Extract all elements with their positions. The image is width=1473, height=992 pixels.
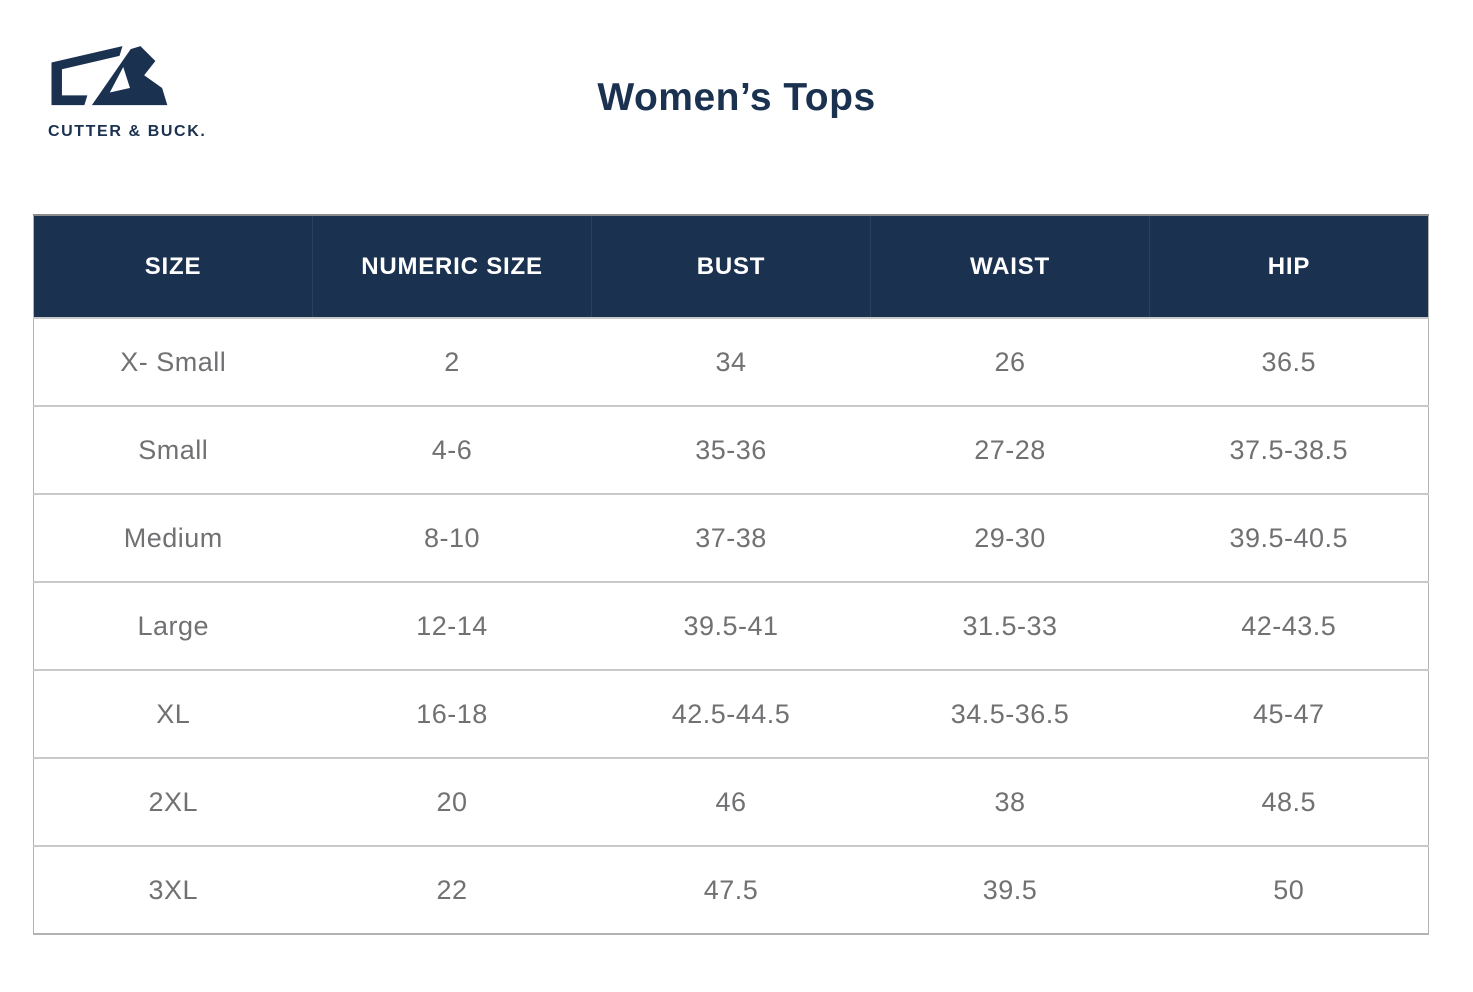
cell-bust: 42.5-44.5 <box>591 669 871 758</box>
cell-waist: 27-28 <box>870 405 1150 494</box>
cell-bust: 34 <box>591 317 871 406</box>
cell-hip: 37.5-38.5 <box>1149 405 1429 494</box>
column-header-numeric-size: NUMERIC SIZE <box>312 215 592 318</box>
table-row: Small 4-6 35-36 27-28 37.5-38.5 <box>33 405 1429 494</box>
cell-hip: 48.5 <box>1149 757 1429 846</box>
cell-waist: 26 <box>870 317 1150 406</box>
column-header-hip: HIP <box>1149 215 1429 318</box>
column-header-waist: WAIST <box>870 215 1150 318</box>
brand-logo: CUTTER & BUCK. <box>48 36 218 141</box>
cell-bust: 37-38 <box>591 493 871 582</box>
cell-waist: 34.5-36.5 <box>870 669 1150 758</box>
size-chart-table: SIZE NUMERIC SIZE BUST WAIST HIP X- Smal… <box>33 214 1429 935</box>
column-header-bust: BUST <box>591 215 871 318</box>
cell-hip: 45-47 <box>1149 669 1429 758</box>
cell-bust: 39.5-41 <box>591 581 871 670</box>
cell-hip: 50 <box>1149 845 1429 934</box>
cell-numeric-size: 12-14 <box>312 581 592 670</box>
cell-hip: 42-43.5 <box>1149 581 1429 670</box>
table-row: X- Small 2 34 26 36.5 <box>33 317 1429 406</box>
cell-bust: 35-36 <box>591 405 871 494</box>
table-row: Large 12-14 39.5-41 31.5-33 42-43.5 <box>33 581 1429 670</box>
cell-numeric-size: 20 <box>312 757 592 846</box>
table-body: X- Small 2 34 26 36.5 Small 4-6 35-36 27… <box>33 317 1429 934</box>
cell-numeric-size: 4-6 <box>312 405 592 494</box>
cell-size: Large <box>33 581 313 670</box>
header-row: SIZE NUMERIC SIZE BUST WAIST HIP <box>33 215 1429 318</box>
table-row: Medium 8-10 37-38 29-30 39.5-40.5 <box>33 493 1429 582</box>
cell-numeric-size: 22 <box>312 845 592 934</box>
cell-numeric-size: 16-18 <box>312 669 592 758</box>
cell-waist: 38 <box>870 757 1150 846</box>
cell-size: Medium <box>33 493 313 582</box>
cell-size: XL <box>33 669 313 758</box>
cell-size: 3XL <box>33 845 313 934</box>
cell-size: X- Small <box>33 317 313 406</box>
brand-wordmark: CUTTER & BUCK. <box>48 123 207 140</box>
cell-hip: 36.5 <box>1149 317 1429 406</box>
table-row: 3XL 22 47.5 39.5 50 <box>33 845 1429 934</box>
cell-waist: 39.5 <box>870 845 1150 934</box>
cutter-buck-cb-monogram-icon <box>51 46 168 106</box>
cell-size: Small <box>33 405 313 494</box>
table-row: XL 16-18 42.5-44.5 34.5-36.5 45-47 <box>33 669 1429 758</box>
table-row: 2XL 20 46 38 48.5 <box>33 757 1429 846</box>
column-header-size: SIZE <box>33 215 313 318</box>
table-header: SIZE NUMERIC SIZE BUST WAIST HIP <box>33 215 1429 318</box>
cell-waist: 31.5-33 <box>870 581 1150 670</box>
cell-numeric-size: 8-10 <box>312 493 592 582</box>
cell-bust: 47.5 <box>591 845 871 934</box>
cell-numeric-size: 2 <box>312 317 592 406</box>
cell-hip: 39.5-40.5 <box>1149 493 1429 582</box>
cell-size: 2XL <box>33 757 313 846</box>
cell-waist: 29-30 <box>870 493 1150 582</box>
page-title: Women’s Tops <box>597 76 876 119</box>
cell-bust: 46 <box>591 757 871 846</box>
